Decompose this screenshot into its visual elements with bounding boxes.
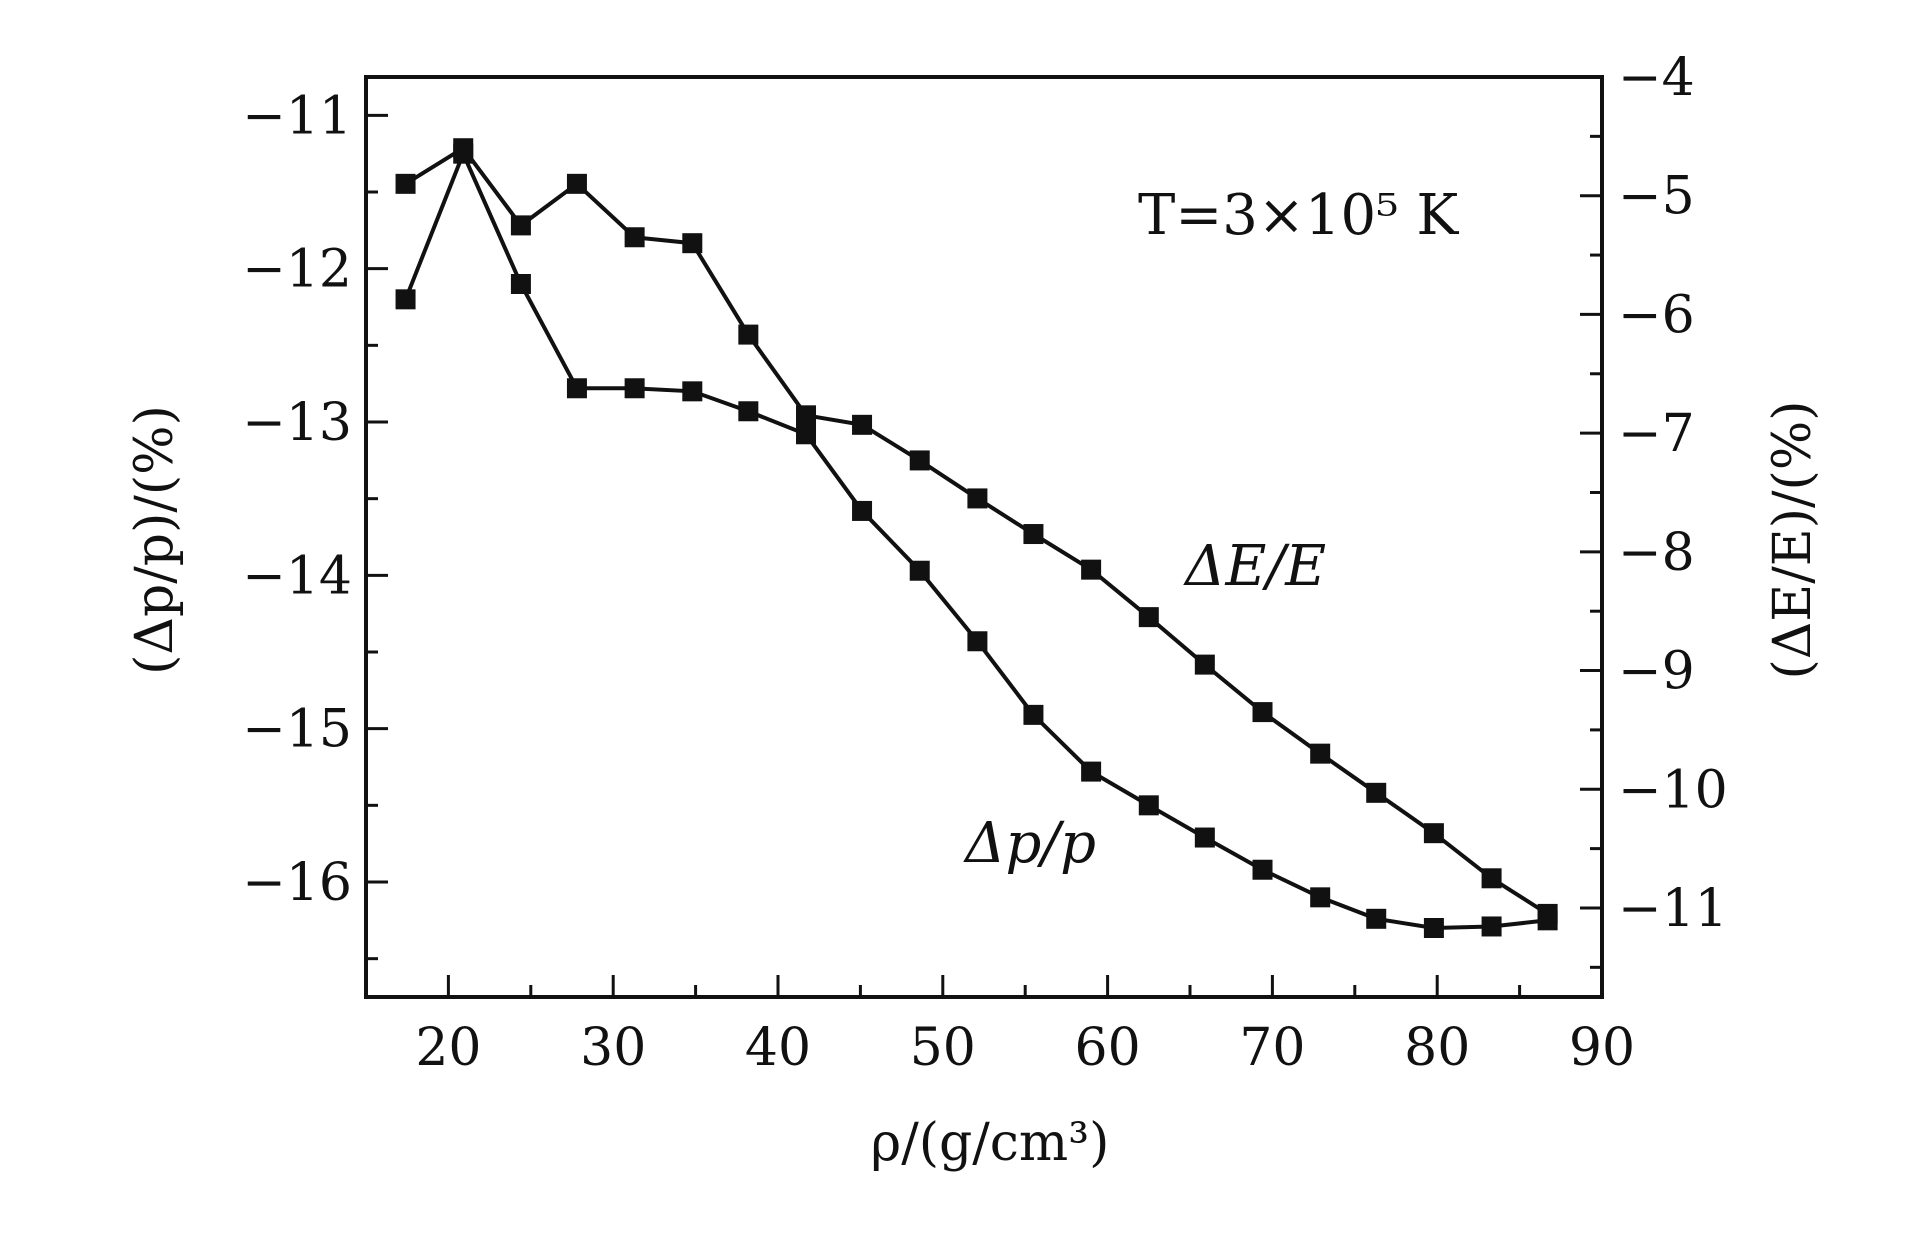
data-point-de: [682, 233, 703, 254]
data-point-dp: [852, 500, 873, 521]
y-left-tick-label: −12: [242, 240, 352, 300]
plot-frame: [364, 75, 1604, 999]
data-point-dp: [1194, 827, 1215, 848]
y-right-tick-label: −4: [1618, 48, 1695, 108]
y-right-tick-label: −7: [1618, 404, 1695, 464]
data-point-de: [510, 215, 531, 236]
y-left-tick-label: −13: [242, 393, 352, 453]
x-tick-label: 30: [580, 1018, 646, 1078]
data-point-de: [1138, 607, 1159, 628]
data-point-dp: [796, 424, 817, 445]
data-point-dp: [1310, 887, 1331, 908]
y-right-tick-label: −5: [1618, 167, 1695, 227]
data-point-de: [796, 405, 817, 426]
data-point-dp: [738, 401, 759, 422]
y-axis-title-right: (ΔE/E)/(%): [1763, 400, 1823, 679]
data-point-dp: [909, 560, 930, 581]
data-point-de: [1366, 782, 1387, 803]
y-left-tick-label: −14: [242, 546, 352, 606]
y-left-tick-label: −16: [242, 853, 352, 913]
data-point-dp: [1081, 761, 1102, 782]
x-tick-label: 80: [1404, 1018, 1470, 1078]
data-point-de: [738, 324, 759, 345]
series-layer: [395, 138, 1558, 938]
x-tick-label: 90: [1569, 1018, 1635, 1078]
data-point-dp: [566, 378, 587, 399]
series-label-dp: Δp/p: [963, 811, 1096, 876]
data-point-dp: [1138, 795, 1159, 816]
y-right-tick-label: −9: [1618, 642, 1695, 702]
data-point-de: [967, 488, 988, 509]
y-right-tick-label: −6: [1618, 285, 1695, 345]
x-tick-label: 70: [1239, 1018, 1305, 1078]
y-right-tick-label: −10: [1618, 760, 1728, 820]
data-point-de: [1023, 524, 1044, 545]
data-point-dp: [967, 631, 988, 652]
data-point-de: [624, 227, 645, 248]
data-point-de: [909, 450, 930, 471]
y-axis-title-left: (Δp/p)/(%): [125, 405, 185, 675]
data-point-dp: [624, 378, 645, 399]
y-right-tick-label: −11: [1618, 879, 1728, 939]
data-point-de: [453, 138, 474, 159]
ticks-layer: 20 30 40 50 60 70 80 90 −11 −12 −13 −14 −15 −16 −4 −5 −6…: [242, 48, 1728, 1078]
data-point-de: [1252, 702, 1273, 723]
data-point-dp: [1252, 859, 1273, 880]
data-point-de: [1081, 559, 1102, 580]
data-point-de: [1310, 743, 1331, 764]
data-point-dp: [682, 381, 703, 402]
data-point-de: [852, 414, 873, 435]
x-axis-title: ρ/(g/cm³): [871, 1113, 1110, 1173]
data-point-dp: [395, 289, 416, 310]
data-point-de: [1481, 868, 1502, 889]
y-left-tick-label: −15: [242, 700, 352, 760]
x-tick-label: 60: [1075, 1018, 1141, 1078]
data-point-dp: [1023, 704, 1044, 725]
data-point-dp: [510, 274, 531, 294]
x-tick-label: 40: [745, 1018, 811, 1078]
x-tick-label: 20: [415, 1018, 481, 1078]
data-point-de: [1194, 654, 1215, 675]
data-point-de: [395, 173, 416, 194]
data-point-de: [566, 173, 587, 194]
data-point-dp: [1481, 916, 1502, 937]
temperature-annotation: T=3×10⁵ K: [1138, 183, 1459, 248]
y-right-tick-label: −8: [1618, 523, 1695, 583]
data-point-de: [1423, 823, 1444, 844]
data-point-dp: [1366, 908, 1387, 929]
series-label-de: ΔE/E: [1183, 534, 1326, 599]
y-left-tick-label: −11: [242, 86, 352, 146]
data-point-dp: [1423, 918, 1444, 938]
x-tick-label: 50: [910, 1018, 976, 1078]
data-point-de: [1537, 903, 1558, 924]
